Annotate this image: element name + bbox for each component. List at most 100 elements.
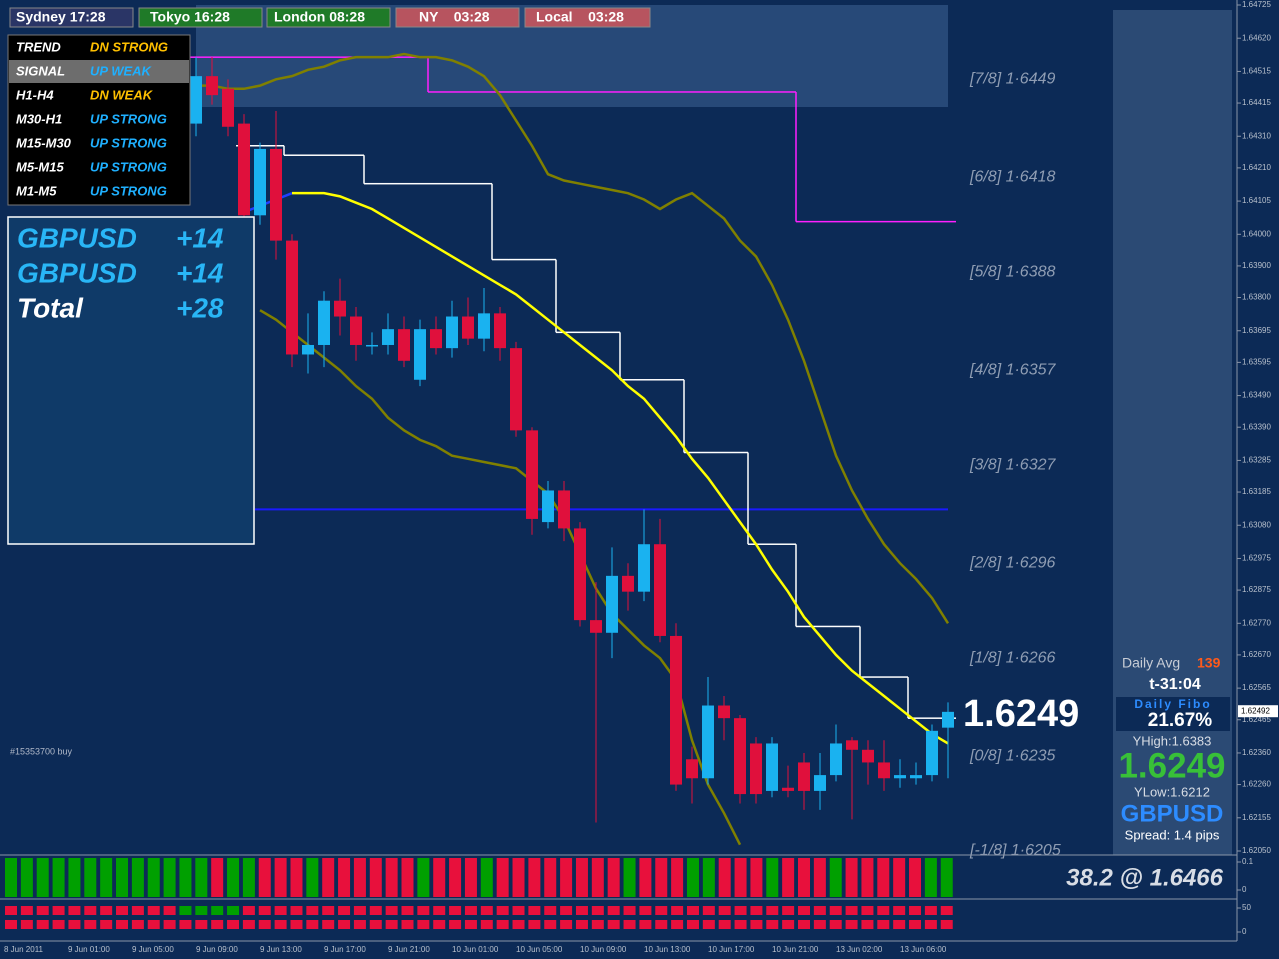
y-tick-label: 1.62155 [1242,813,1271,822]
signal-square [147,906,160,915]
session-label: Local 03:28 [536,9,624,25]
signal-square [100,906,113,915]
y-tick-label: 1.63595 [1242,357,1271,366]
trend-value: UP WEAK [90,63,153,78]
signal-square [813,906,826,915]
signal-square [702,920,715,929]
signal-square [829,906,842,915]
signal-square [655,920,668,929]
candle-body [574,528,586,621]
daily-avg-label: Daily Avg [1122,655,1180,671]
signal-square [353,906,366,915]
signal-square [274,920,287,929]
candle-body [366,344,378,347]
hist-bar [607,858,620,897]
candle-body [942,711,954,728]
signal-square [20,906,33,915]
spread: Spread: 1.4 pips [1125,827,1220,842]
session-tab [524,7,651,28]
signal-square [100,920,113,929]
candle-body [622,575,634,592]
hist-bar [68,858,81,897]
hist-bar [734,858,747,897]
murrey-level: [5/8] 1·6388 [969,263,1056,280]
hist-bar [544,858,557,897]
hist-bar [829,858,842,897]
hist-bar [750,858,763,897]
x-tick-label: 9 Jun 01:00 [68,945,110,954]
positions-rows: GBPUSD +14 GBPUSD +14 Total +28 [17,222,224,323]
signal-square [211,906,224,915]
signal-square [274,906,287,915]
hist-bar [686,858,699,897]
signal-square [385,906,398,915]
candle-body [670,635,682,785]
signal-square [782,920,795,929]
candle-body [830,743,842,776]
x-tick-label: 13 Jun 02:00 [836,945,883,954]
signal-square [782,906,795,915]
signal-square [116,906,129,915]
trend-key: TREND [16,39,61,54]
signal-square [480,920,493,929]
indicator-line [292,191,949,745]
session-label: NY 03:28 [419,9,490,25]
hist-bar [591,858,604,897]
hist-bar [718,858,731,897]
signal-square [766,920,779,929]
y-tick-label: 1.63185 [1242,487,1271,496]
hist-bar [766,858,779,897]
position-pips: +14 [176,222,224,253]
signal-square [591,920,604,929]
x-tick-label: 10 Jun 09:00 [580,945,627,954]
y-tick-label: 1.62050 [1242,846,1271,855]
hist-bar [84,858,97,897]
signal-square [242,906,255,915]
signal-square [528,920,541,929]
x-tick-label: 9 Jun 13:00 [260,945,302,954]
signal-square [877,920,890,929]
indicator-label: 38.2 @ 1.6466 [1066,864,1224,891]
signal-square [798,920,810,929]
signal-square [639,920,652,929]
x-tick-label: 10 Jun 17:00 [708,945,755,954]
hist-bar [782,858,795,897]
y-tick-label: 1.63080 [1242,520,1271,529]
candle-body [686,759,698,779]
signal-square [195,920,208,929]
signal-square [813,920,826,929]
signal-square [290,906,303,915]
candle-body [862,749,874,763]
trend-value: DN WEAK [90,87,154,102]
murrey-level: [3/8] 1·6327 [969,456,1057,473]
signal-square [512,920,525,929]
signal-square [623,920,636,929]
candle-body [734,718,746,795]
timer: t-31:04 [1149,676,1201,693]
signal-square [766,906,779,915]
signal-square [242,920,255,929]
price-label: 1.6249 [963,693,1079,735]
indicator-line [259,309,742,846]
murrey-level: [0/8] 1·6235 [969,747,1056,764]
y-tick-label: 1.63390 [1242,422,1271,431]
signal-square [750,906,763,915]
hist-bar [417,858,430,897]
candle-body [398,329,410,361]
candle-body [910,775,922,779]
signal-square [36,920,49,929]
candle-body [414,329,426,380]
hist-bar [322,858,335,897]
x-tick-label: 10 Jun 05:00 [516,945,563,954]
y-tick-label: 50 [1242,903,1251,912]
signal-square [528,906,541,915]
trend-value: UP STRONG [90,159,167,174]
signal-square [179,906,192,915]
signal-square [163,906,176,915]
signal-square [924,920,937,929]
session-label: London 08:28 [274,9,365,25]
trend-key: M5-M15 [16,159,64,174]
trend-key: H1-H4 [16,87,54,102]
signal-square [401,920,414,929]
